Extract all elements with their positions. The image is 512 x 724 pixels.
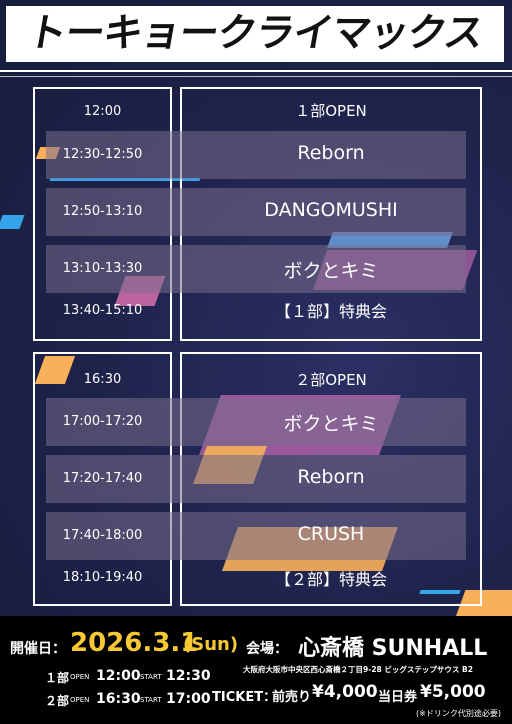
part2-time-3: 17:20-17:40 (62, 471, 143, 486)
part1-time-4: 13:10-13:30 (62, 261, 143, 276)
ticket-label: TICKET： (212, 690, 277, 705)
part2-time-2: 17:00-17:20 (62, 414, 143, 429)
part2-open-label: ２部OPEN (295, 371, 367, 389)
part2-open-time: 16:30 (96, 691, 141, 707)
title-underline-thin (0, 76, 512, 77)
part2-start-tag: START (140, 696, 162, 704)
part2-time-1: 16:30 (83, 372, 122, 387)
part1-act-1: Reborn (297, 142, 365, 164)
part2-time-4: 17:40-18:00 (62, 528, 143, 543)
part1-time-5: 13:40-15:10 (62, 303, 143, 318)
part2-act-2: Reborn (297, 466, 365, 488)
part1-start-tag: START (140, 673, 162, 681)
event-info-panel: 開催日： 2026.3.1 (Sun) 会場： 心斎橋 SUNHALL 大阪府大… (0, 616, 512, 724)
title-underline (0, 70, 512, 72)
drink-note: (※ドリンク代別途必要) (416, 709, 501, 718)
door-label: 当日券 (378, 690, 418, 705)
venue-label: 会場： (246, 641, 288, 657)
part1-row-1-bg (46, 131, 466, 179)
deco-stripe (0, 215, 25, 229)
part1-time-1: 12:00 (83, 104, 122, 119)
date-label: 開催日： (10, 641, 66, 657)
title-bar: トーキョークライマックス (6, 6, 504, 62)
part2-time-5: 18:10-19:40 (62, 570, 143, 585)
part2-open-tag: OPEN (70, 696, 90, 704)
part2-row-2-bg (46, 455, 466, 503)
part2-act-3: CRUSH (297, 523, 365, 545)
part1-act-2: DANGOMUSHI (264, 199, 398, 221)
part1-start-time: 12:30 (166, 668, 211, 684)
part2-act-1: ボクとキミ (283, 413, 379, 435)
part1-open-tag: OPEN (70, 673, 90, 681)
advance-price: ¥4,000 (312, 682, 378, 702)
door-price: ¥5,000 (420, 682, 486, 702)
part1-benefit-event: 【１部】特典会 (274, 302, 387, 321)
part1-act-3: ボクとキミ (283, 260, 379, 282)
event-date: 2026.3.1 (70, 628, 199, 658)
part1-label: １部 (45, 671, 70, 685)
part1-open-label: １部OPEN (295, 102, 367, 120)
venue-address: 大阪府大阪市中央区西心斎橋２丁目9-28 ビッグステップサウス B2 (243, 665, 473, 674)
part1-time-3: 12:50-13:10 (62, 204, 143, 219)
advance-label: 前売り (272, 690, 312, 705)
part2-label: ２部 (45, 694, 70, 708)
event-day: (Sun) (183, 634, 239, 655)
poster-title: トーキョークライマックス (23, 11, 487, 56)
part2-row-3-bg (46, 512, 466, 560)
venue-name: 心斎橋 SUNHALL (298, 636, 488, 661)
part1-open-time: 12:00 (96, 668, 141, 684)
part1-row-2-bg (46, 188, 466, 236)
part2-benefit-event: 【２部】特典会 (274, 570, 387, 589)
part1-row-3-bg (46, 245, 466, 293)
part2-start-time: 17:00 (166, 691, 211, 707)
part1-time-2: 12:30-12:50 (62, 147, 143, 162)
part2-row-1-bg (46, 398, 466, 446)
